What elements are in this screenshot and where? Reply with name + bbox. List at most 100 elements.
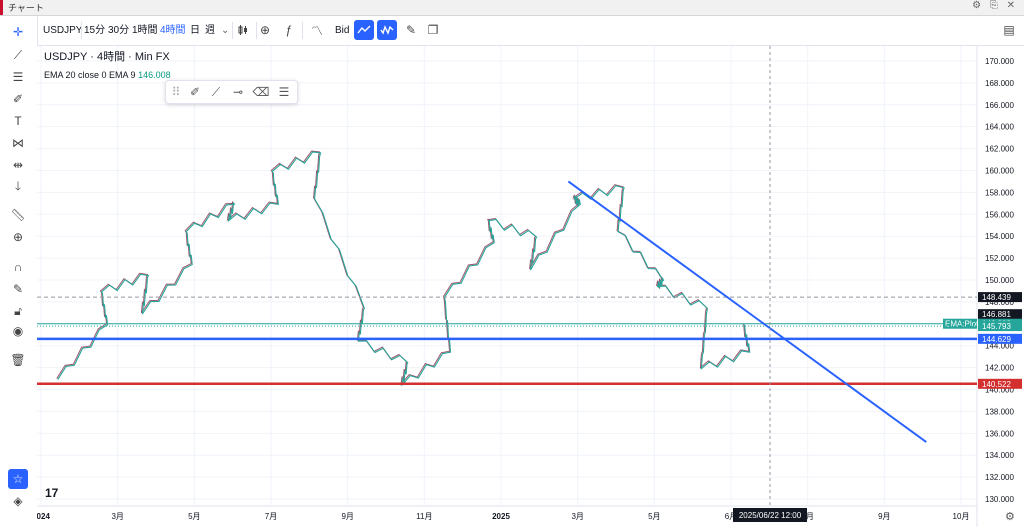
y-tick-label: 150.000 <box>985 276 1014 285</box>
star-icon[interactable]: ☆ <box>8 469 28 489</box>
trendline-drawing[interactable] <box>567 180 927 443</box>
price-label: 146.881 <box>982 310 1011 319</box>
y-tick-label: 168.000 <box>985 79 1014 88</box>
x-tick-label: 5月 <box>188 512 200 521</box>
crosshair-time-label: 2025/06/22 12:00 <box>739 511 802 520</box>
interval-30m[interactable]: 30分 <box>108 25 130 36</box>
layers-icon[interactable]: ◈ <box>13 494 23 508</box>
measure-icon[interactable]: ⇹ <box>12 158 24 172</box>
legend-ema: EMA 20 close 0 EMA 9 146.008 <box>44 70 171 80</box>
y-tick-label: 134.000 <box>985 451 1014 460</box>
drag-handle-icon[interactable]: ⠿ <box>171 85 181 99</box>
paint-icon[interactable]: ✎ <box>405 23 417 37</box>
y-tick-label: 136.000 <box>985 429 1014 438</box>
interval-1h[interactable]: 1時間 <box>132 25 158 36</box>
price-label: 144.629 <box>982 335 1011 344</box>
toolbar-divider <box>81 22 82 39</box>
y-tick-label: 162.000 <box>985 145 1014 154</box>
y-tick-label: 130.000 <box>985 495 1014 504</box>
interval-week[interactable]: 週 <box>205 25 215 36</box>
price-label: 140.522 <box>982 380 1011 389</box>
ema-plot-tag: EMA:Plot <box>945 320 979 329</box>
x-tick-label: 7月 <box>265 512 277 521</box>
floating-drawing-toolbar: ⠿ ✐ ⟋ ⊸ ⌫ ☰ <box>165 80 298 104</box>
trendline-icon[interactable]: ⟋ <box>13 47 23 62</box>
window-controls[interactable]: ⚙ ⎘ ✕ <box>972 0 1018 11</box>
y-tick-label: 164.000 <box>985 123 1014 132</box>
eye-icon[interactable]: ◉ <box>12 324 24 338</box>
y-tick-label: 152.000 <box>985 254 1014 263</box>
legend-symbol: USDJPY · 4時間 · Min FX <box>44 51 170 63</box>
interval-4h[interactable]: 4時間 <box>160 25 186 36</box>
x-tick-label: 9月 <box>341 512 353 521</box>
template-icon[interactable]: 〽 <box>310 23 323 38</box>
candle-style-icon[interactable] <box>233 20 253 40</box>
add-icon[interactable]: ⊕ <box>259 23 271 37</box>
y-tick-label: 138.000 <box>985 407 1014 416</box>
price-chart[interactable]: 170.000 168.000 166.000 164.000 162.000 160.0… <box>37 46 1024 527</box>
lock-icon[interactable]: 🔓︎ <box>14 303 22 318</box>
x-tick-label: 10月 <box>953 512 970 521</box>
y-tick-label: 160.000 <box>985 166 1014 175</box>
toolbar-divider <box>302 22 303 39</box>
crosshair-icon[interactable]: ✛ <box>12 25 24 39</box>
x-tick-label: 8月 <box>801 512 813 521</box>
line-tool-icon[interactable] <box>354 20 374 40</box>
y-tick-label: 154.000 <box>985 232 1014 241</box>
eraser-icon[interactable]: ⌫ <box>252 85 270 99</box>
y-tick-label: 158.000 <box>985 188 1014 197</box>
legend-ema-value: 146.008 <box>138 70 171 80</box>
y-tick-label: 166.000 <box>985 101 1014 110</box>
price-side-bid[interactable]: Bid <box>335 25 350 36</box>
brush-icon[interactable]: ✐ <box>189 85 201 99</box>
y-tick-label: 132.000 <box>985 473 1014 482</box>
lines-icon[interactable]: ☰ <box>278 85 290 99</box>
toolbar-divider <box>232 22 233 39</box>
legend-ema-text: EMA 20 close 0 EMA 9 <box>44 70 136 80</box>
title-bar: チャート ⚙ ⎘ ✕ <box>0 0 1024 16</box>
chevron-down-icon[interactable]: ⌄ <box>221 25 230 36</box>
y-tick-label: 140.000 <box>985 386 1014 395</box>
x-tick-label: 3月 <box>571 512 583 521</box>
interval-day[interactable]: 日 <box>190 25 200 36</box>
zoom-icon[interactable]: ⊕ <box>12 230 24 244</box>
price-label-box <box>978 292 1022 303</box>
lock-drawing-icon[interactable]: ✎ <box>12 282 24 296</box>
fib-icon[interactable]: ☰ <box>12 70 24 84</box>
tradingview-logo: 17 <box>45 486 59 500</box>
horizontal-ray-icon[interactable]: ⊸ <box>232 85 244 99</box>
x-tick-label: 2024 <box>37 512 50 521</box>
fx-indicator-icon[interactable]: ƒ <box>285 23 293 37</box>
x-tick-label: 6月 <box>725 512 737 521</box>
price-label-box <box>978 378 1022 389</box>
copy-icon[interactable]: ❐ <box>427 23 439 37</box>
y-tick-label: 156.000 <box>985 210 1014 219</box>
x-tick-label: 2025 <box>492 512 510 521</box>
settings-gear-icon[interactable]: ⚙ <box>1005 511 1015 523</box>
symbol-button[interactable]: USDJPY <box>43 25 83 36</box>
brush-icon[interactable]: ✐ <box>12 92 24 106</box>
pattern-icon[interactable]: ⋈ <box>12 136 24 150</box>
interval-15m[interactable]: 15分 <box>84 25 106 36</box>
y-tick-label: 170.000 <box>985 57 1014 66</box>
ruler-icon[interactable]: 📏︎ <box>10 208 26 222</box>
crosshair-time-box <box>733 508 807 522</box>
x-tick-label: 9月 <box>878 512 890 521</box>
y-tick-label: 144.000 <box>985 342 1014 351</box>
arrow-down-icon[interactable]: 🡓 <box>14 178 22 193</box>
wave-icon[interactable] <box>377 20 397 40</box>
x-tick-label: 5月 <box>648 512 660 521</box>
y-tick-label: 148.000 <box>985 298 1014 307</box>
trendline-icon[interactable]: ⟋ <box>211 84 221 99</box>
x-tick-label: 3月 <box>111 512 123 521</box>
text-icon[interactable]: T <box>14 114 22 128</box>
magnet-icon[interactable]: ∩ <box>13 260 23 274</box>
trash-icon[interactable]: 🗑︎ <box>10 353 26 367</box>
price-label: 148.439 <box>982 293 1011 302</box>
toolbar-divider <box>256 22 257 39</box>
window-title: チャート <box>8 3 44 13</box>
x-tick-label: 11月 <box>416 512 432 521</box>
layout-icon[interactable]: ▤ <box>1003 23 1015 37</box>
drawing-tools-panel: ✛ ⟋ ☰ ✐ T ⋈ ⇹ 🡓 📏︎ ⊕ ∩ ✎ 🔓︎ ◉ 🗑︎ ☆ ◈ <box>0 16 38 527</box>
